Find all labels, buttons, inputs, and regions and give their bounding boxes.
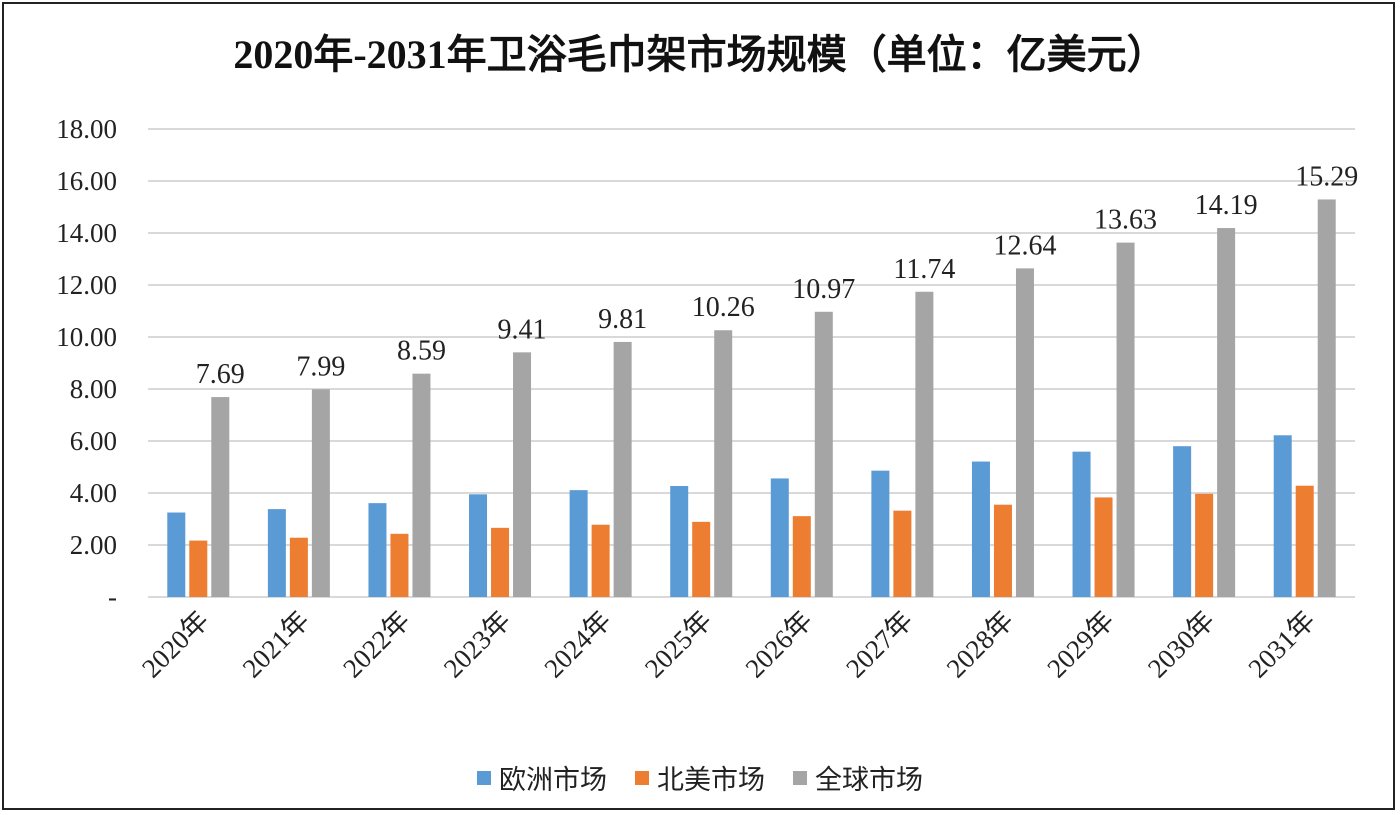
data-label: 9.81 xyxy=(598,304,647,335)
bar-global xyxy=(915,291,934,597)
bar-global xyxy=(211,397,230,597)
bar-global xyxy=(1217,228,1236,597)
y-tick-label: 16.00 xyxy=(56,166,117,196)
bar-north-america xyxy=(792,516,811,597)
x-tick-label: 2028年 xyxy=(941,605,1019,683)
bar-europe xyxy=(1072,451,1091,597)
bar-europe xyxy=(971,461,990,597)
bar-north-america xyxy=(893,510,912,597)
bar-global xyxy=(412,373,431,597)
legend-label: 全球市场 xyxy=(815,765,923,796)
bar-global xyxy=(613,341,632,597)
bar-europe xyxy=(1173,446,1192,597)
bar-north-america xyxy=(993,504,1012,597)
y-tick-label: 12.00 xyxy=(56,270,117,300)
y-tick-label: 2.00 xyxy=(70,530,117,560)
bar-global xyxy=(311,389,330,597)
y-tick-label: 18.00 xyxy=(56,114,117,144)
x-tick-label: 2022年 xyxy=(337,605,415,683)
x-tick-label: 2020年 xyxy=(136,605,214,683)
bar-europe xyxy=(267,509,286,597)
legend-label: 北美市场 xyxy=(657,765,765,796)
legend-swatch xyxy=(477,770,491,785)
x-tick-label: 2030年 xyxy=(1142,605,1220,683)
data-label: 10.26 xyxy=(692,292,755,323)
bar-north-america xyxy=(1195,493,1214,597)
bar-north-america xyxy=(491,527,510,597)
bar-europe xyxy=(469,494,488,597)
bar-europe xyxy=(167,512,186,597)
legend-item: 全球市场 xyxy=(793,758,923,797)
data-label: 14.19 xyxy=(1195,190,1258,221)
bar-europe xyxy=(670,485,689,597)
bar-north-america xyxy=(591,524,610,597)
data-label: 10.97 xyxy=(792,274,855,305)
data-label: 13.63 xyxy=(1094,205,1157,236)
bar-north-america xyxy=(289,537,308,597)
bar-global xyxy=(1015,268,1034,597)
bar-north-america xyxy=(1094,497,1113,597)
bar-europe xyxy=(569,490,588,597)
bar-north-america xyxy=(692,521,711,597)
x-tick-label: 2027年 xyxy=(840,605,918,683)
bar-global xyxy=(714,330,733,597)
bar-europe xyxy=(368,503,387,597)
x-tick-label: 2023年 xyxy=(438,605,516,683)
bar-global xyxy=(1317,199,1336,597)
bar-europe xyxy=(770,478,789,597)
legend-swatch xyxy=(635,770,649,785)
data-label: 7.99 xyxy=(296,351,345,382)
bar-europe xyxy=(871,470,890,597)
y-tick-label: 8.00 xyxy=(70,374,117,404)
x-tick-label: 2025年 xyxy=(639,605,717,683)
legend-label: 欧洲市场 xyxy=(499,765,607,796)
x-tick-label: 2026年 xyxy=(740,605,818,683)
legend-item: 北美市场 xyxy=(635,758,765,797)
data-label: 12.64 xyxy=(993,230,1056,261)
data-label: 8.59 xyxy=(397,336,446,367)
data-label: 15.29 xyxy=(1295,161,1358,192)
legend-swatch xyxy=(793,770,807,785)
data-label: 9.41 xyxy=(498,314,547,345)
bar-north-america xyxy=(1295,485,1314,597)
x-tick-label: 2031年 xyxy=(1242,605,1320,683)
legend-item: 欧洲市场 xyxy=(477,758,607,797)
chart-title: 2020年-2031年卫浴毛巾架市场规模（单位：亿美元） xyxy=(233,32,1167,77)
bar-north-america xyxy=(390,533,409,597)
x-tick-label: 2024年 xyxy=(538,605,616,683)
x-tick-label: 2029年 xyxy=(1041,605,1119,683)
y-tick-label: 10.00 xyxy=(56,322,117,352)
bar-global xyxy=(814,311,833,597)
data-label: 11.74 xyxy=(893,254,955,285)
y-tick-label: 14.00 xyxy=(56,218,117,248)
bar-north-america xyxy=(189,540,208,597)
bar-europe xyxy=(1273,435,1292,597)
y-tick-label: 6.00 xyxy=(70,426,117,456)
bar-global xyxy=(513,352,532,597)
data-label: 7.69 xyxy=(196,359,245,390)
legend: 欧洲市场 北美市场 全球市场 xyxy=(0,758,1400,797)
y-tick-label: 4.00 xyxy=(70,478,117,508)
y-tick-label: - xyxy=(108,582,117,612)
x-tick-label: 2021年 xyxy=(237,605,315,683)
bar-global xyxy=(1116,242,1135,597)
